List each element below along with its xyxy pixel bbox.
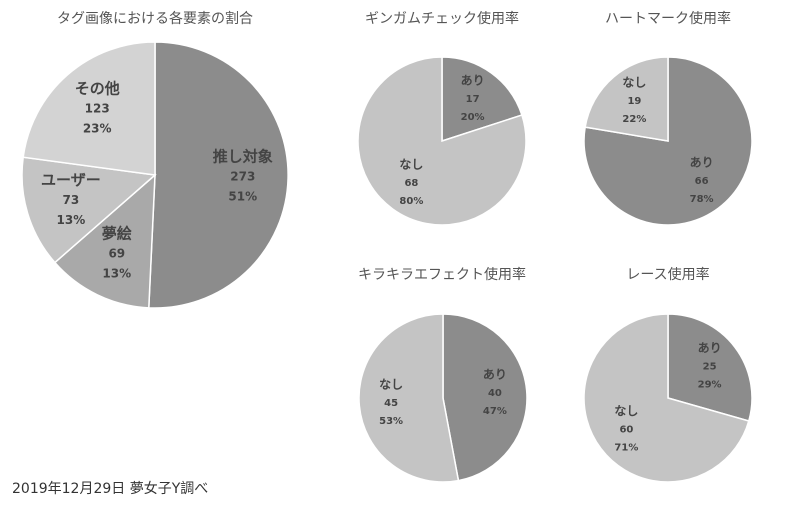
pie-slice-element-share-0 bbox=[148, 41, 289, 309]
pie-slice-element-share-3 bbox=[22, 41, 156, 176]
pie-slice-gingham-1 bbox=[357, 56, 527, 226]
slice-label-heart-0: あり bbox=[690, 155, 714, 169]
slice-label-gingham-1: なし bbox=[399, 158, 423, 172]
slice-percent-element-share-3: 23% bbox=[83, 121, 112, 135]
pie-slice-kirakira-0 bbox=[442, 313, 528, 482]
pie-element-share: 推し対象 273 51% 夢絵 69 13% ユーザー 73 13% その他 123 23% bbox=[21, 41, 289, 309]
pie-heart: あり 66 78% なし 19 22% bbox=[583, 56, 753, 226]
slice-label-lace-1: なし bbox=[614, 404, 638, 418]
pie-slice-kirakira-1 bbox=[358, 313, 460, 483]
slice-percent-gingham-0: 20% bbox=[461, 112, 485, 123]
pie-slice-element-share-1 bbox=[53, 173, 156, 309]
slice-label-heart-1: なし bbox=[622, 76, 646, 90]
slice-label-gingham-0: あり bbox=[461, 73, 485, 87]
pie-slice-lace-0 bbox=[667, 313, 753, 422]
source-note: 2019年12月29日 夢女子Y調べ bbox=[12, 481, 209, 497]
pie-slice-heart-0 bbox=[583, 56, 753, 226]
chart-title-gingham: ギンガムチェック使用率 bbox=[365, 11, 519, 27]
slice-percent-gingham-1: 80% bbox=[399, 196, 423, 207]
slice-percent-element-share-2: 13% bbox=[57, 213, 86, 227]
slice-label-kirakira-0: あり bbox=[483, 368, 507, 382]
pie-slice-gingham-0 bbox=[441, 56, 523, 143]
slice-percent-kirakira-0: 47% bbox=[483, 406, 507, 417]
slice-percent-element-share-1: 13% bbox=[102, 267, 131, 281]
pie-gingham: あり 17 20% なし 68 80% bbox=[357, 56, 527, 226]
pie-slice-element-share-2 bbox=[21, 156, 157, 264]
slice-value-lace-0: 25 bbox=[703, 362, 717, 373]
pie-slice-lace-1 bbox=[583, 313, 750, 483]
slice-percent-element-share-0: 51% bbox=[228, 190, 257, 204]
slice-percent-kirakira-1: 53% bbox=[379, 416, 403, 427]
slice-percent-lace-1: 71% bbox=[614, 442, 638, 453]
slice-label-element-share-0: 推し対象 bbox=[213, 148, 273, 166]
slice-percent-lace-0: 29% bbox=[698, 380, 722, 391]
slice-label-kirakira-1: なし bbox=[379, 377, 403, 391]
slice-label-element-share-1: 夢絵 bbox=[102, 225, 132, 243]
slice-value-lace-1: 60 bbox=[619, 424, 633, 435]
pie-slice-heart-1 bbox=[584, 56, 669, 142]
pie-kirakira: あり 40 47% なし 45 53% bbox=[358, 313, 528, 483]
slice-label-element-share-3: その他 bbox=[75, 79, 120, 97]
slice-percent-heart-1: 22% bbox=[622, 114, 646, 125]
chart-title-lace: レース使用率 bbox=[626, 267, 710, 283]
slice-percent-heart-0: 78% bbox=[690, 194, 714, 205]
slice-value-element-share-3: 123 bbox=[85, 101, 110, 115]
slice-value-heart-1: 19 bbox=[627, 96, 641, 107]
slice-value-heart-0: 66 bbox=[695, 176, 709, 187]
chart-title-heart: ハートマーク使用率 bbox=[605, 11, 731, 27]
slice-value-kirakira-1: 45 bbox=[384, 398, 398, 409]
slice-value-kirakira-0: 40 bbox=[488, 388, 502, 399]
slice-label-element-share-2: ユーザー bbox=[41, 171, 101, 189]
slice-label-lace-0: あり bbox=[698, 341, 722, 355]
slice-value-gingham-1: 68 bbox=[404, 178, 418, 189]
chart-title-kirakira: キラキラエフェクト使用率 bbox=[358, 267, 526, 283]
slice-value-gingham-0: 17 bbox=[466, 94, 480, 105]
pie-lace: あり 25 29% なし 60 71% bbox=[583, 313, 753, 483]
slice-value-element-share-1: 69 bbox=[108, 247, 125, 261]
slice-value-element-share-0: 273 bbox=[230, 170, 255, 184]
slice-value-element-share-2: 73 bbox=[63, 193, 80, 207]
chart-title-element-share: タグ画像における各要素の割合 bbox=[57, 11, 253, 27]
